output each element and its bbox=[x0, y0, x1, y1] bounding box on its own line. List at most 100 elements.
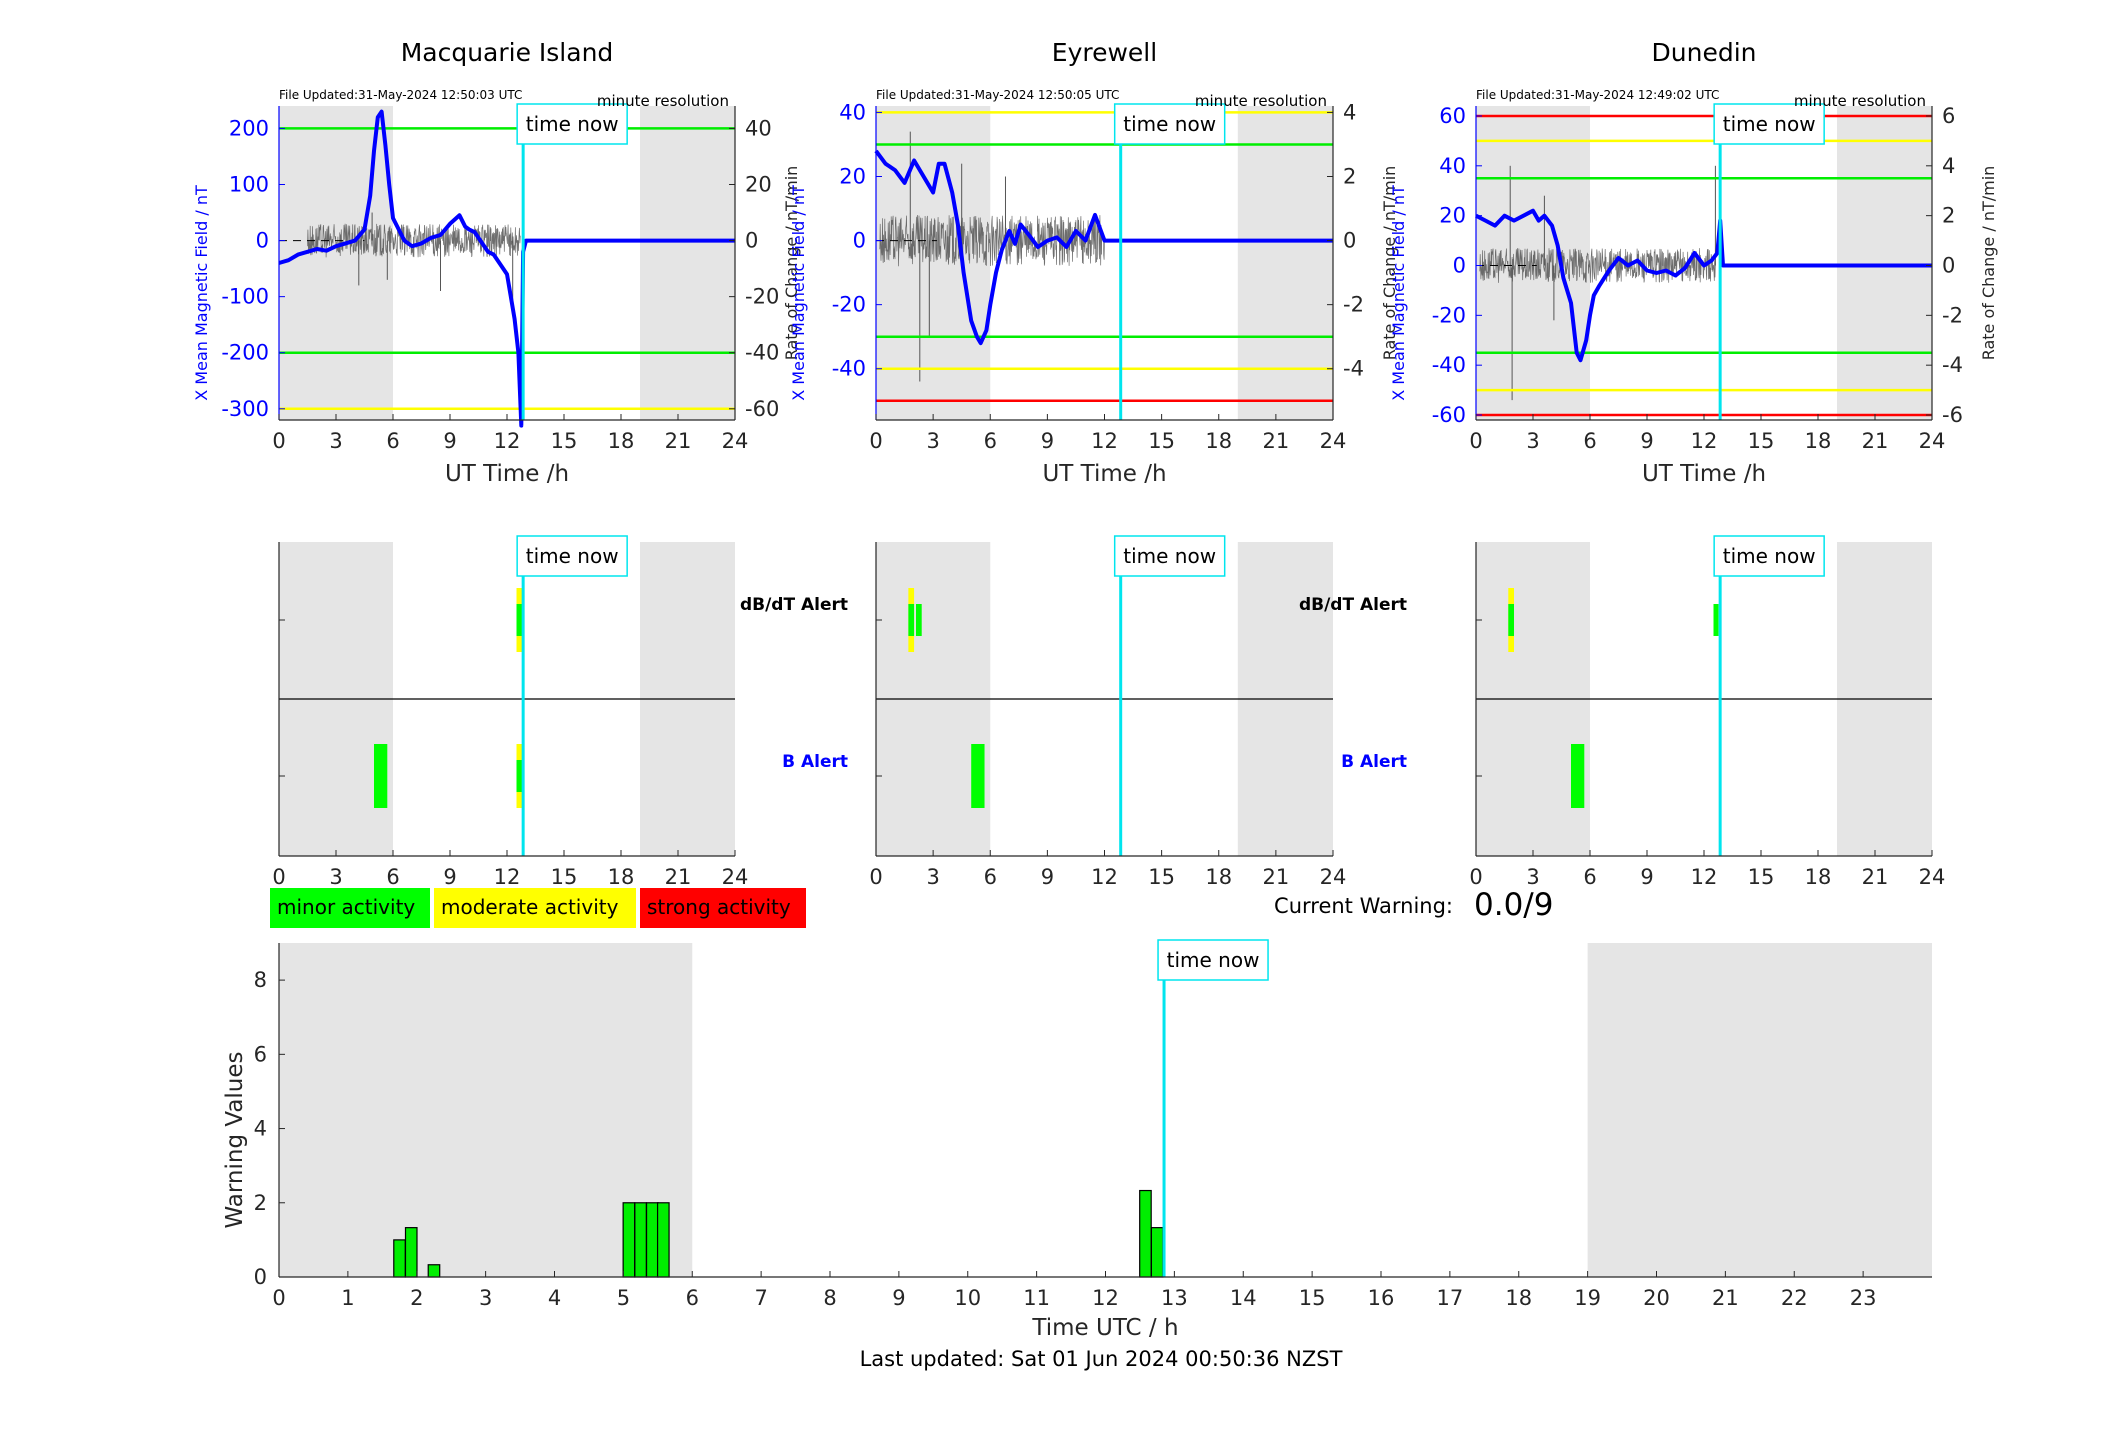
night-shading-0 bbox=[279, 106, 393, 420]
x-tick-label: 6 bbox=[984, 429, 997, 453]
warning-bar bbox=[427, 1264, 441, 1278]
right-tick-label: 6 bbox=[1942, 104, 1955, 128]
x-tick-label: 24 bbox=[1320, 865, 1347, 889]
x-tick-label: 0 bbox=[272, 865, 285, 889]
right-tick-label: 0 bbox=[745, 229, 758, 253]
x-tick-label: 12 bbox=[1091, 865, 1118, 889]
warning-bar bbox=[656, 1202, 670, 1278]
x-tick-label: 22 bbox=[1781, 1286, 1808, 1310]
x-tick-label: 4 bbox=[548, 1286, 561, 1310]
chart-title: Dunedin bbox=[1652, 38, 1757, 67]
x-tick-label: 12 bbox=[494, 865, 521, 889]
x-tick-label: 11 bbox=[1023, 1286, 1050, 1310]
night-shading-1 bbox=[1237, 106, 1333, 420]
file-updated-label: File Updated:31-May-2024 12:50:05 UTC bbox=[876, 88, 1119, 102]
x-tick-label: 24 bbox=[722, 865, 749, 889]
x-tick-label: 21 bbox=[1263, 865, 1290, 889]
time-now-box bbox=[1113, 535, 1226, 577]
left-tick-label: 100 bbox=[229, 173, 269, 197]
rate-of-change-trace bbox=[879, 214, 1105, 267]
x-tick-label: 6 bbox=[984, 865, 997, 889]
time-now-box bbox=[1713, 535, 1825, 577]
x-tick-label: 9 bbox=[1640, 429, 1653, 453]
current-warning-label: Current Warning: bbox=[1274, 894, 1453, 918]
x-tick-label: 24 bbox=[1919, 865, 1946, 889]
magnetic-field-line bbox=[874, 149, 1333, 346]
b-alert-label: B Alert bbox=[1341, 752, 1407, 772]
left-tick-label: -40 bbox=[1432, 353, 1466, 377]
y-tick-label: 4 bbox=[254, 1117, 267, 1141]
right-tick-label: 4 bbox=[1343, 100, 1356, 124]
legend-label: moderate activity bbox=[441, 895, 619, 919]
dunedin-alert-chart: time now 0 3 6 9 12 15 18 21 24 bbox=[1469, 535, 1946, 889]
b-alert-block bbox=[516, 760, 524, 792]
right-tick-label: -6 bbox=[1942, 403, 1963, 427]
legend-label: strong activity bbox=[647, 895, 791, 919]
chart-title: Eyrewell bbox=[1052, 38, 1157, 67]
x-tick-label: 6 bbox=[386, 429, 399, 453]
b-alert-block bbox=[374, 744, 388, 808]
x-tick-label: 3 bbox=[1526, 429, 1539, 453]
time-now-label: time now bbox=[1167, 948, 1260, 972]
file-updated-label: File Updated:31-May-2024 12:50:03 UTC bbox=[279, 88, 522, 102]
x-tick-label: 3 bbox=[926, 429, 939, 453]
magnetic-field-line bbox=[278, 109, 735, 428]
x-tick-label: 18 bbox=[1805, 429, 1832, 453]
left-tick-label: -40 bbox=[832, 357, 866, 381]
night-shading-1 bbox=[1587, 943, 1932, 1277]
left-tick-label: 0 bbox=[853, 229, 866, 253]
legend-swatch bbox=[434, 888, 636, 928]
rate-of-change-trace bbox=[1479, 248, 1716, 283]
rate-of-change-trace bbox=[307, 223, 521, 258]
x-tick-label: 15 bbox=[1299, 1286, 1326, 1310]
time-now-label: time now bbox=[1123, 544, 1216, 568]
x-tick-label: 3 bbox=[329, 865, 342, 889]
x-tick-label: 9 bbox=[1640, 865, 1653, 889]
chart-title: Macquarie Island bbox=[401, 38, 614, 67]
dbdt-alert-block bbox=[1713, 604, 1719, 636]
right-tick-label: 40 bbox=[745, 116, 772, 140]
x-tick-label: 20 bbox=[1643, 1286, 1670, 1310]
x-tick-label: 1 bbox=[341, 1286, 354, 1310]
x-tick-label: 6 bbox=[686, 1286, 699, 1310]
x-tick-label: 23 bbox=[1850, 1286, 1877, 1310]
right-tick-label: 20 bbox=[745, 173, 772, 197]
x-axis-label: UT Time /h bbox=[1642, 461, 1766, 487]
time-now-box bbox=[1113, 103, 1226, 145]
x-tick-label: 18 bbox=[608, 865, 635, 889]
left-tick-label: 60 bbox=[1439, 104, 1466, 128]
left-tick-label: 20 bbox=[1439, 204, 1466, 228]
dbdt-alert-block bbox=[1508, 604, 1514, 636]
right-tick-label: 4 bbox=[1942, 154, 1955, 178]
x-tick-label: 24 bbox=[722, 429, 749, 453]
left-tick-label: 20 bbox=[839, 164, 866, 188]
x-axis-label: Time UTC / h bbox=[1031, 1315, 1178, 1341]
x-tick-label: 15 bbox=[551, 429, 578, 453]
x-tick-label: 21 bbox=[1263, 429, 1290, 453]
dbdt-alert-block bbox=[908, 604, 915, 636]
dbdt-alert-block bbox=[516, 604, 524, 636]
y-axis-label: Warning Values bbox=[222, 1051, 248, 1228]
x-tick-label: 6 bbox=[386, 865, 399, 889]
right-tick-label: 2 bbox=[1343, 164, 1356, 188]
right-axis-label: Rate of Change / nT/min bbox=[1979, 166, 1998, 361]
footer-last-updated: Last updated: Sat 01 Jun 2024 00:50:36 N… bbox=[860, 1347, 1343, 1371]
time-now-label: time now bbox=[526, 544, 619, 568]
x-tick-label: 17 bbox=[1437, 1286, 1464, 1310]
x-tick-label: 7 bbox=[754, 1286, 767, 1310]
file-updated-label: File Updated:31-May-2024 12:49:02 UTC bbox=[1476, 88, 1719, 102]
resolution-label: minute resolution bbox=[1794, 92, 1926, 110]
x-tick-label: 13 bbox=[1161, 1286, 1188, 1310]
x-tick-label: 6 bbox=[1583, 429, 1596, 453]
current-warning: Current Warning: 0.0/9 bbox=[1274, 887, 1553, 923]
warning-bar bbox=[622, 1202, 636, 1278]
x-tick-label: 3 bbox=[926, 865, 939, 889]
warning-bar bbox=[634, 1202, 647, 1278]
right-axis-label: Rate of Change / nT/min bbox=[782, 166, 801, 361]
resolution-label: minute resolution bbox=[597, 92, 729, 110]
x-tick-label: 12 bbox=[1691, 429, 1718, 453]
night-shading-1 bbox=[1837, 106, 1932, 420]
right-axis-label: Rate of Change / nT/min bbox=[1380, 166, 1399, 361]
